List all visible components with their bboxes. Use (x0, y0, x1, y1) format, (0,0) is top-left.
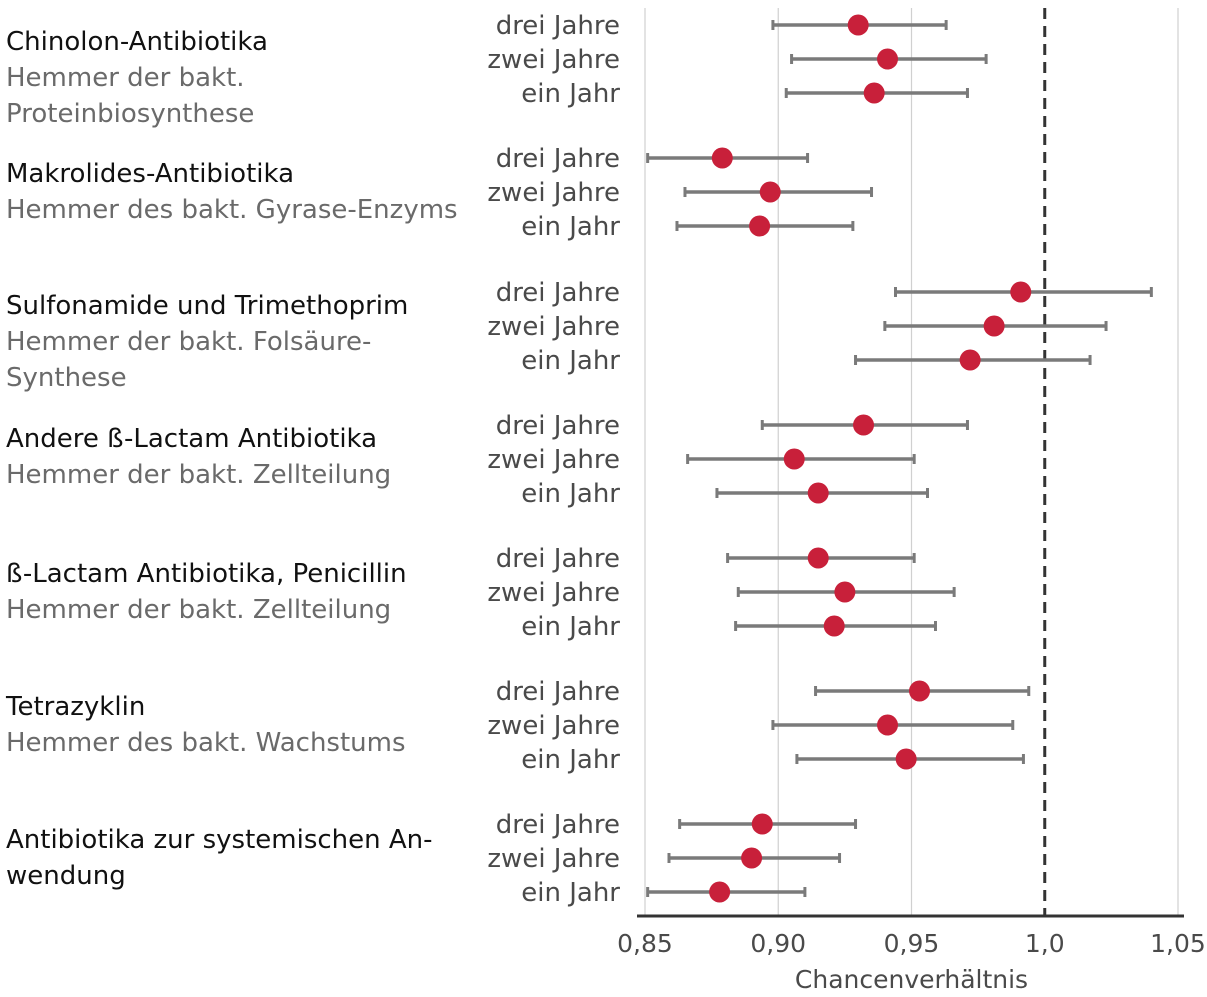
estimate-point (751, 813, 773, 835)
estimate-point (877, 48, 899, 70)
estimate-point (847, 14, 869, 36)
row-label: drei Jahre (496, 11, 620, 41)
group-label-5: Tetrazyklin Hemmer des bakt. Wachstums (6, 689, 476, 761)
row-label: ein Jahr (521, 79, 620, 109)
group-subtitle: Hemmer des bakt. Gyrase-Enzyms (6, 195, 458, 225)
group-label-6: Antibiotika zur systemischen An- wendung (6, 822, 476, 894)
group-subtitle: Hemmer der bakt. Zellteilung (6, 460, 392, 490)
row-label: zwei Jahre (487, 578, 620, 608)
row-label: drei Jahre (496, 810, 620, 840)
x-tick-label: 0,85 (617, 929, 673, 958)
x-axis-title: Chancenverhältnis (795, 965, 1028, 994)
estimate-point (834, 581, 856, 603)
row-label: zwei Jahre (487, 844, 620, 874)
estimate-point (863, 82, 885, 104)
group-subtitle: Hemmer der bakt. Proteinbiosynthese (6, 63, 255, 129)
x-tick-label: 1,0 (1025, 929, 1065, 958)
group-label-4: ß-Lactam Antibiotika, Penicillin Hemmer … (6, 556, 476, 628)
row-label: zwei Jahre (487, 178, 620, 208)
estimate-point (959, 349, 981, 371)
row-label: drei Jahre (496, 278, 620, 308)
group-name: Tetrazyklin (6, 692, 146, 722)
estimate-point (823, 615, 845, 637)
group-name: Makrolides-Antibiotika (6, 159, 295, 189)
row-label: drei Jahre (496, 544, 620, 574)
row-label: ein Jahr (521, 745, 620, 775)
estimate-point (741, 847, 763, 869)
group-name: ß-Lactam Antibiotika, Penicillin (6, 559, 407, 589)
row-label: zwei Jahre (487, 45, 620, 75)
row-label: drei Jahre (496, 144, 620, 174)
group-subtitle: Hemmer des bakt. Wachstums (6, 728, 406, 758)
group-name: Sulfonamide und Trimethoprim (6, 291, 409, 321)
estimate-point (709, 881, 731, 903)
group-label-2: Sulfonamide und Trimethoprim Hemmer der … (6, 288, 476, 396)
row-label: ein Jahr (521, 878, 620, 908)
group-label-3: Andere ß-Lactam Antibiotika Hemmer der b… (6, 421, 476, 493)
group-label-1: Makrolides-Antibiotika Hemmer des bakt. … (6, 156, 476, 228)
group-subtitle: Hemmer der bakt. Folsäure-Synthese (6, 327, 372, 393)
estimate-point (983, 315, 1005, 337)
estimate-point (807, 547, 829, 569)
x-tick-label: 0,90 (750, 929, 806, 958)
x-tick-label: 1,05 (1150, 929, 1206, 958)
estimate-point (853, 414, 875, 436)
estimate-point (1010, 281, 1032, 303)
group-name: Andere ß-Lactam Antibiotika (6, 424, 378, 454)
estimate-point (807, 482, 829, 504)
row-label: zwei Jahre (487, 312, 620, 342)
group-subtitle: Hemmer der bakt. Zellteilung (6, 595, 392, 625)
row-label: ein Jahr (521, 612, 620, 642)
estimate-point (895, 748, 917, 770)
estimate-point (759, 181, 781, 203)
estimate-point (749, 215, 771, 237)
x-tick-label: 0,95 (884, 929, 940, 958)
row-label: drei Jahre (496, 411, 620, 441)
row-label: ein Jahr (521, 212, 620, 242)
row-label: drei Jahre (496, 677, 620, 707)
group-name: Chinolon-Antibiotika (6, 27, 268, 57)
group-name: Antibiotika zur systemischen An- wendung (6, 825, 433, 891)
estimate-point (783, 448, 805, 470)
estimate-point (711, 147, 733, 169)
estimate-point (908, 680, 930, 702)
row-label: ein Jahr (521, 346, 620, 376)
estimate-point (877, 714, 899, 736)
row-label: zwei Jahre (487, 711, 620, 741)
group-label-0: Chinolon-Antibiotika Hemmer der bakt. Pr… (6, 24, 476, 132)
row-label: ein Jahr (521, 479, 620, 509)
row-label: zwei Jahre (487, 445, 620, 475)
